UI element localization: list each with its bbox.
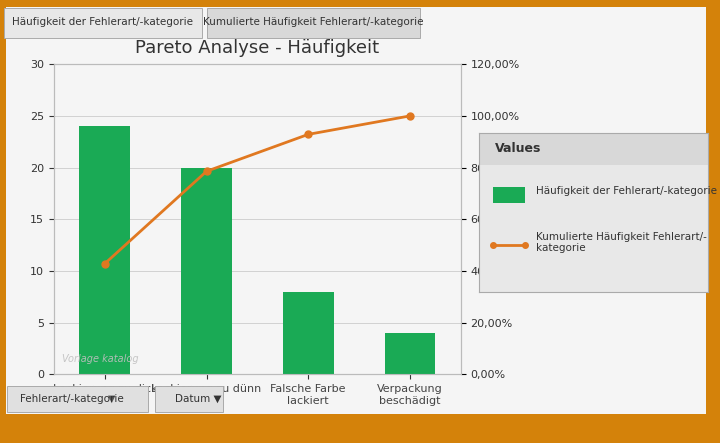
Bar [181, 167, 232, 374]
Text: Values: Values [495, 142, 541, 155]
Text: Datum ▼: Datum ▼ [175, 394, 221, 404]
Bar [79, 126, 130, 374]
Text: Kumulierte Häufigkeit Fehlerart/-
kategorie: Kumulierte Häufigkeit Fehlerart/- katego… [536, 232, 707, 253]
Bar [283, 291, 333, 374]
Text: ▼: ▼ [108, 394, 115, 404]
Text: Fehlerart/-kategorie: Fehlerart/-kategorie [20, 394, 124, 404]
Bar [479, 133, 708, 165]
Text: Häufigkeit der Fehlerart/-kategorie: Häufigkeit der Fehlerart/-kategorie [536, 186, 717, 195]
Bar [384, 333, 436, 374]
Title: Pareto Analyse - Häufigkeit: Pareto Analyse - Häufigkeit [135, 39, 379, 57]
Text: Vorlage katalog: Vorlage katalog [62, 354, 139, 364]
Bar [492, 187, 525, 203]
Text: Kumulierte Häufigkeit Fehlerart/-kategorie: Kumulierte Häufigkeit Fehlerart/-kategor… [203, 17, 424, 27]
Text: Häufigkeit der Fehlerart/-kategorie: Häufigkeit der Fehlerart/-kategorie [12, 17, 193, 27]
